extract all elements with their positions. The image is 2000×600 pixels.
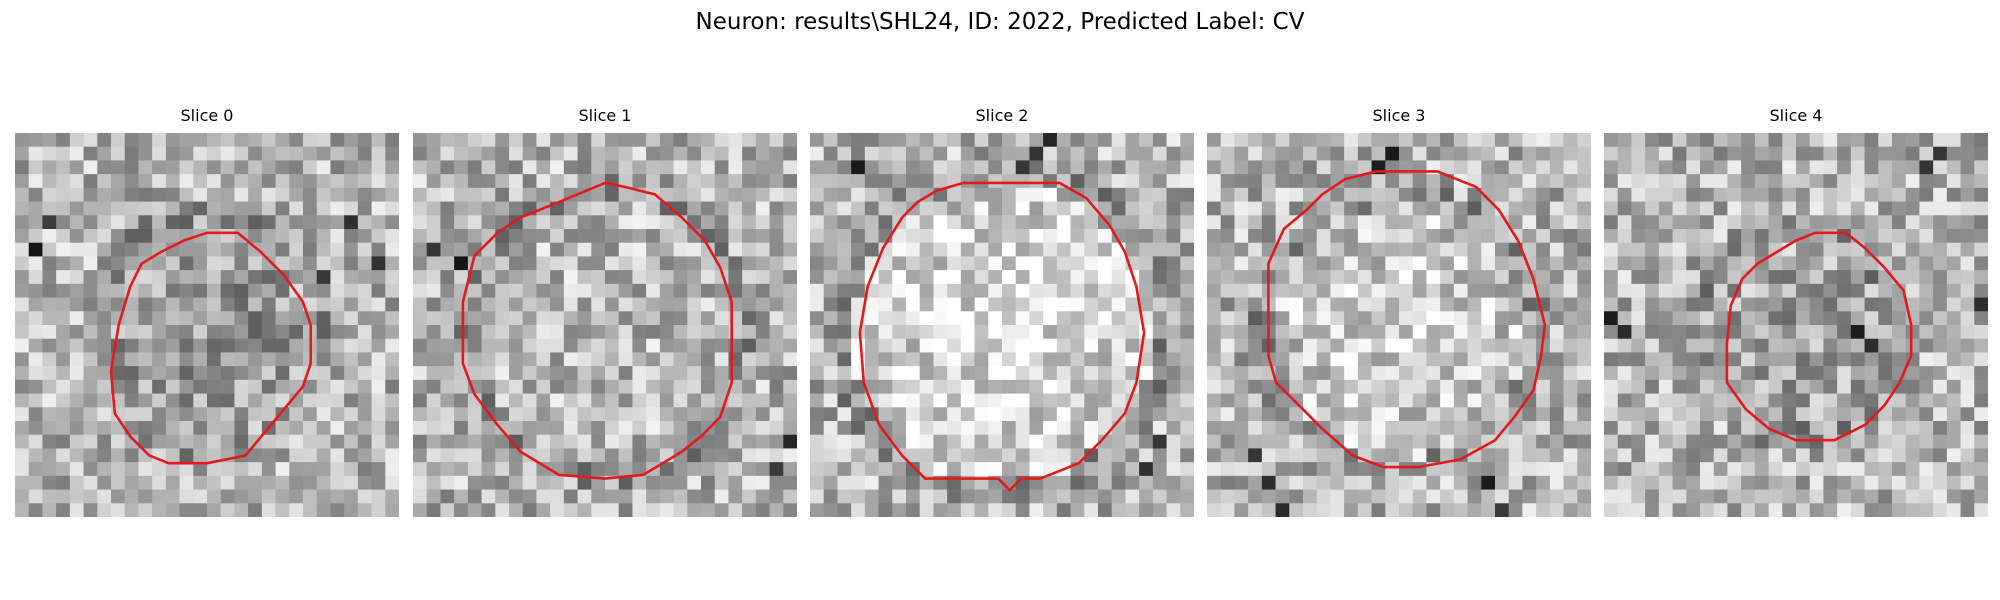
slice-image: [413, 133, 797, 517]
slice-title: Slice 0: [180, 106, 234, 125]
figure-title: Neuron: results\SHL24, ID: 2022, Predict…: [695, 9, 1305, 35]
slice-image: [15, 133, 399, 517]
slice-image: [1207, 133, 1591, 517]
slice-title: Slice 1: [578, 106, 632, 125]
slice-title: Slice 2: [975, 106, 1029, 125]
slice-image: [1604, 133, 1988, 517]
slice-title: Slice 3: [1372, 106, 1426, 125]
slice-title: Slice 4: [1769, 106, 1823, 125]
slice-image: [810, 133, 1194, 517]
segmentation-contour: [1267, 170, 1547, 469]
segmentation-contour: [461, 181, 734, 480]
segmentation-contour: [1725, 231, 1913, 442]
segmentation-contour: [109, 231, 313, 465]
segmentation-contour: [858, 181, 1146, 492]
